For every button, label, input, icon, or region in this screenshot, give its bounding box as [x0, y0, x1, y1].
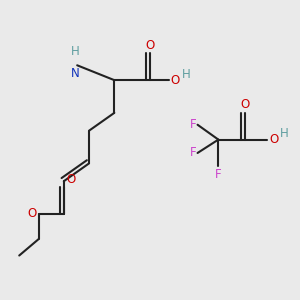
Text: F: F — [189, 146, 196, 160]
Text: F: F — [215, 168, 222, 181]
Text: N: N — [71, 67, 80, 80]
Text: O: O — [171, 74, 180, 87]
Text: H: H — [182, 68, 190, 81]
Text: O: O — [28, 207, 37, 220]
Text: F: F — [189, 118, 196, 131]
Text: O: O — [146, 39, 154, 52]
Text: H: H — [71, 45, 80, 58]
Text: H: H — [280, 127, 289, 140]
Text: O: O — [241, 98, 250, 111]
Text: O: O — [269, 133, 278, 146]
Text: O: O — [66, 173, 75, 186]
